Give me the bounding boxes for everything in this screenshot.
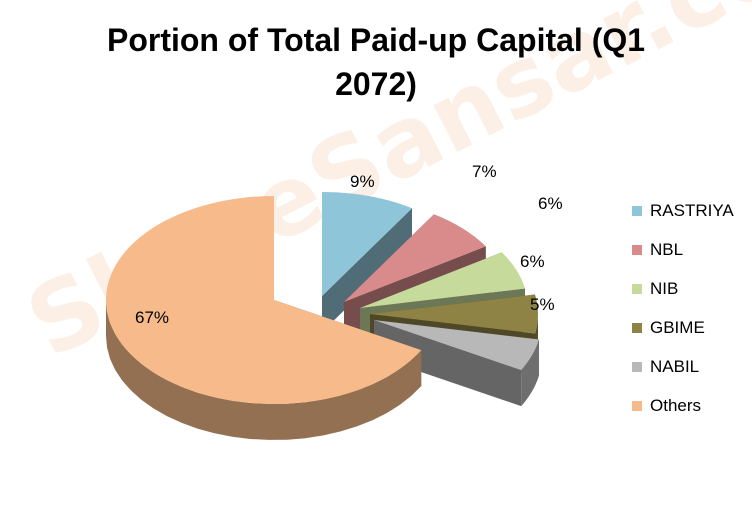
legend-label-rastriya: RASTRIYA	[650, 201, 734, 220]
legend-swatch-nabil	[632, 362, 642, 372]
pie-slice-wall-rastriya-1	[322, 208, 413, 332]
legend-swatch-gbime	[632, 323, 642, 333]
pie-slice-wall-nabil-1	[374, 320, 522, 407]
pie-label-nabil: 5%	[530, 295, 555, 314]
legend-swatch-rastriya	[632, 206, 642, 216]
legend-swatch-nbl	[632, 245, 642, 255]
pie-label-gbime: 6%	[520, 252, 545, 271]
legend-label-others: Others	[650, 396, 702, 415]
pie-slice-rastriya	[322, 192, 413, 332]
legend-label-gbime: GBIME	[650, 318, 705, 337]
pie-label-others: 67%	[135, 308, 169, 327]
legend-label-nib: NIB	[650, 279, 679, 298]
pie-label-rastriya: 9%	[350, 172, 375, 191]
pie-slice-others	[105, 196, 422, 440]
pie-label-nib: 6%	[538, 194, 563, 213]
pie-label-nbl: 7%	[472, 162, 497, 181]
pie-slice-side-others	[106, 300, 422, 440]
pie-slice-top-gbime	[370, 294, 538, 334]
chart-title-line-1: Portion of Total Paid-up Capital (Q1	[106, 22, 646, 58]
pie-slice-top-nabil	[374, 320, 539, 371]
pie-slice-nabil	[374, 320, 540, 407]
pie-slice-top-rastriya	[322, 192, 412, 296]
legend-label-nabil: NABIL	[650, 357, 700, 376]
legend-swatch-others	[632, 401, 642, 411]
pie-slice-side-nabil	[521, 339, 539, 407]
pie-slice-top-nib	[360, 252, 525, 308]
legend-label-nbl: NBL	[650, 240, 684, 259]
pie-slice-top-nbl	[344, 214, 486, 302]
legend-swatch-nib	[632, 284, 642, 294]
chart-title-line-2: 2072)	[335, 66, 417, 102]
chart-title: Portion of Total Paid-up Capital (Q1 207…	[40, 18, 712, 106]
pie-slice-top-others	[105, 196, 422, 404]
